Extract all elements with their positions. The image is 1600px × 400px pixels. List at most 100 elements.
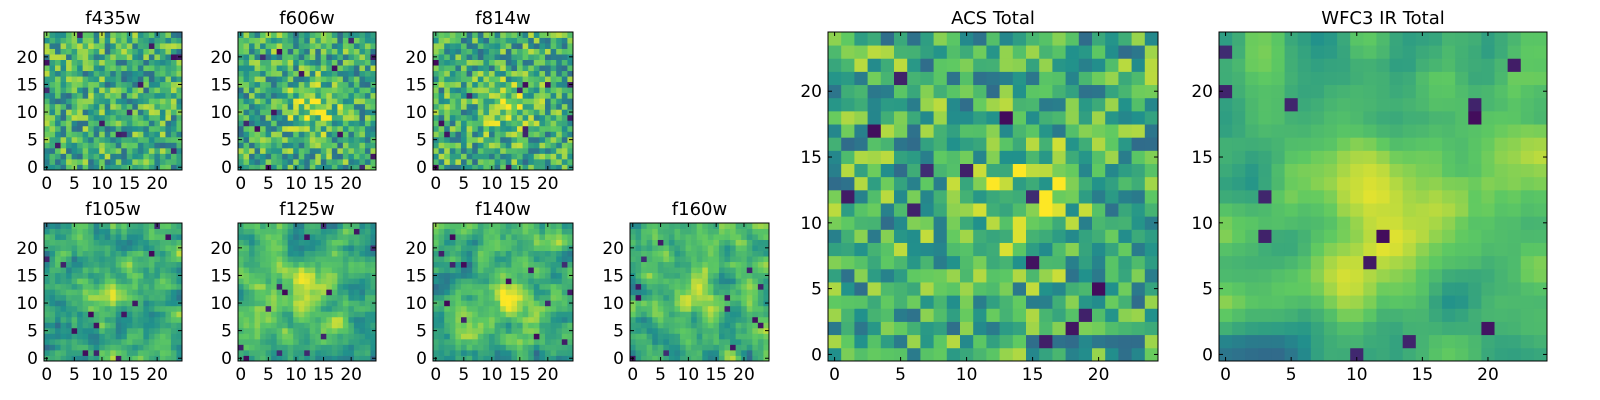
heatmap-cell bbox=[159, 92, 166, 99]
heatmap-cell bbox=[60, 311, 67, 318]
heatmap-cell bbox=[315, 32, 322, 38]
heatmap-cell bbox=[567, 59, 574, 66]
heatmap-cell bbox=[143, 294, 150, 301]
heatmap-cell bbox=[907, 334, 921, 349]
heatmap-cell bbox=[159, 125, 166, 132]
heatmap-cell bbox=[556, 32, 563, 38]
heatmap-cell bbox=[148, 92, 155, 99]
heatmap-cell bbox=[433, 59, 439, 66]
heatmap-cell bbox=[143, 92, 150, 99]
heatmap-cell bbox=[60, 87, 67, 94]
heatmap-cell bbox=[545, 136, 551, 143]
heatmap-cell bbox=[170, 59, 177, 66]
heatmap-cell bbox=[326, 87, 333, 94]
heatmap-cell bbox=[359, 87, 366, 94]
heatmap-cell bbox=[477, 109, 484, 116]
heatmap-cell bbox=[265, 87, 272, 94]
heatmap-cell bbox=[533, 70, 540, 77]
heatmap-cell bbox=[71, 142, 78, 149]
heatmap-cell bbox=[44, 59, 50, 66]
heatmap-cell bbox=[433, 278, 439, 285]
heatmap-cell bbox=[287, 54, 294, 60]
heatmap-cell bbox=[93, 289, 100, 296]
heatmap-cell bbox=[165, 32, 172, 38]
heatmap-cell bbox=[132, 109, 139, 116]
heatmap-cell bbox=[265, 344, 272, 351]
heatmap-cell bbox=[370, 289, 377, 296]
heatmap-cell bbox=[652, 256, 659, 263]
heatmap-cell bbox=[561, 92, 568, 99]
heatmap-cell bbox=[920, 308, 934, 322]
heatmap-cell bbox=[342, 164, 349, 171]
heatmap-cell bbox=[298, 65, 305, 72]
heatmap-cell bbox=[348, 294, 355, 301]
heatmap-cell bbox=[71, 43, 78, 49]
heatmap-cell bbox=[630, 289, 636, 296]
heatmap-cell bbox=[477, 114, 484, 121]
heatmap-cell bbox=[126, 344, 133, 351]
heatmap-cell bbox=[494, 92, 501, 99]
heatmap-cell bbox=[433, 98, 439, 105]
heatmap-cell bbox=[137, 109, 144, 116]
heatmap-cell bbox=[265, 272, 272, 279]
heatmap-cell bbox=[449, 65, 456, 72]
heatmap-cell bbox=[271, 87, 278, 94]
heatmap-cell bbox=[517, 103, 523, 110]
heatmap-cell bbox=[104, 239, 111, 246]
heatmap-cell bbox=[1026, 176, 1040, 191]
heatmap-cell bbox=[1131, 255, 1146, 270]
heatmap-cell bbox=[159, 267, 166, 274]
heatmap-cell bbox=[143, 76, 150, 83]
heatmap-cell bbox=[121, 311, 128, 318]
heatmap-cell bbox=[143, 228, 150, 235]
heatmap-cell bbox=[668, 256, 675, 263]
heatmap-cell bbox=[1039, 163, 1053, 178]
heatmap-cell bbox=[126, 120, 133, 127]
heatmap-cell bbox=[472, 65, 479, 72]
heatmap-cell bbox=[66, 267, 72, 274]
heatmap-cell bbox=[287, 32, 294, 38]
heatmap-cell bbox=[461, 48, 467, 55]
heatmap-cell bbox=[999, 176, 1014, 191]
heatmap-cell bbox=[500, 147, 507, 154]
heatmap-cell bbox=[176, 87, 183, 94]
heatmap-cell bbox=[539, 272, 546, 279]
heatmap-cell bbox=[505, 43, 512, 49]
heatmap-cell bbox=[99, 245, 106, 251]
heatmap-cell bbox=[433, 239, 439, 246]
heatmap-cell bbox=[326, 48, 333, 55]
heatmap-cell bbox=[489, 239, 495, 246]
heatmap-cell bbox=[148, 344, 155, 351]
heatmap-cell bbox=[55, 333, 61, 340]
heatmap-cell bbox=[752, 344, 759, 351]
heatmap-cell bbox=[556, 131, 563, 138]
heatmap-cell bbox=[556, 283, 563, 290]
heatmap-cell bbox=[907, 282, 921, 296]
heatmap-cell bbox=[894, 308, 908, 322]
heatmap-cell bbox=[449, 76, 456, 83]
heatmap-cell bbox=[707, 349, 714, 356]
heatmap-cell bbox=[159, 338, 166, 345]
heatmap-cell bbox=[545, 311, 551, 318]
heatmap-cell bbox=[66, 109, 72, 116]
heatmap-cell bbox=[1052, 268, 1066, 283]
heatmap-cell bbox=[77, 59, 84, 66]
heatmap-cell bbox=[132, 311, 139, 318]
heatmap-cell bbox=[477, 327, 484, 334]
heatmap-cell bbox=[657, 322, 664, 329]
heatmap-cell bbox=[370, 322, 377, 329]
heatmap-cell bbox=[77, 76, 84, 83]
heatmap-cell bbox=[556, 153, 563, 160]
heatmap-cell bbox=[494, 131, 501, 138]
heatmap-cell bbox=[104, 103, 111, 110]
heatmap-cell bbox=[309, 59, 316, 66]
heatmap-cell bbox=[165, 81, 172, 88]
heatmap-cell bbox=[907, 176, 921, 191]
heatmap-cell bbox=[243, 272, 250, 279]
heatmap-cell bbox=[444, 355, 451, 362]
heatmap-cell bbox=[331, 338, 338, 345]
heatmap-cell bbox=[88, 349, 95, 356]
heatmap-cell bbox=[494, 272, 501, 279]
heatmap-cell bbox=[674, 234, 681, 240]
heatmap-cell bbox=[449, 92, 456, 99]
